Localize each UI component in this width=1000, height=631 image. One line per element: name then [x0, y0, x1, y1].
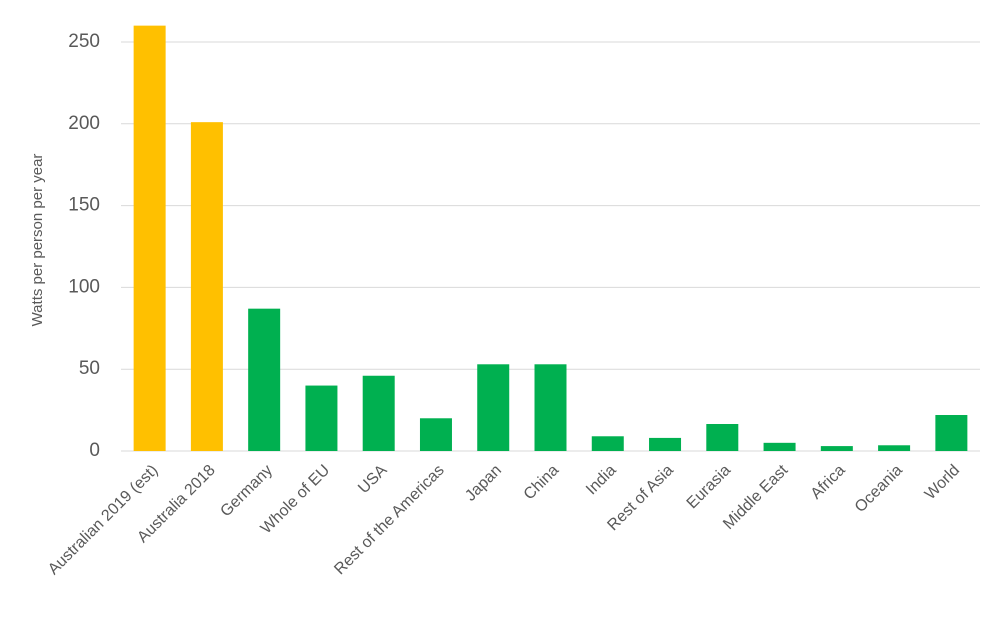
- bar: [305, 385, 338, 451]
- y-tick-label: 250: [68, 31, 100, 52]
- y-tick-label: 200: [68, 113, 100, 134]
- y-tick-label: 150: [68, 195, 100, 216]
- bar: [190, 122, 223, 451]
- bar: [477, 364, 510, 451]
- x-tick-label: Australian 2019 (est): [45, 462, 161, 578]
- bar: [935, 415, 968, 451]
- bar: [763, 442, 796, 451]
- bar: [133, 25, 166, 451]
- x-tick-label: Germany: [217, 462, 276, 521]
- bar: [878, 445, 911, 451]
- y-tick-label: 0: [89, 440, 100, 461]
- x-tick-label: Japan: [462, 462, 505, 505]
- bar: [419, 418, 452, 451]
- bar: [248, 308, 281, 451]
- y-tick-label: 50: [79, 358, 100, 379]
- x-tick-label: Africa: [808, 462, 849, 503]
- x-tick-label: World: [922, 462, 963, 503]
- bar: [706, 424, 739, 451]
- x-tick-label: India: [583, 462, 620, 499]
- bar: [820, 446, 853, 451]
- bar: [649, 437, 682, 451]
- x-tick-label: USA: [355, 462, 391, 498]
- x-tick-label: Eurasia: [684, 462, 734, 512]
- x-tick-label: Oceania: [852, 462, 906, 516]
- x-tick-label: Rest of the Americas: [331, 462, 447, 578]
- x-tick-label: China: [521, 462, 563, 504]
- y-tick-label: 100: [68, 276, 100, 297]
- bar: [591, 436, 624, 451]
- y-axis-label: Watts per person per year: [29, 154, 46, 327]
- bar: [362, 375, 395, 451]
- bar: [534, 364, 567, 451]
